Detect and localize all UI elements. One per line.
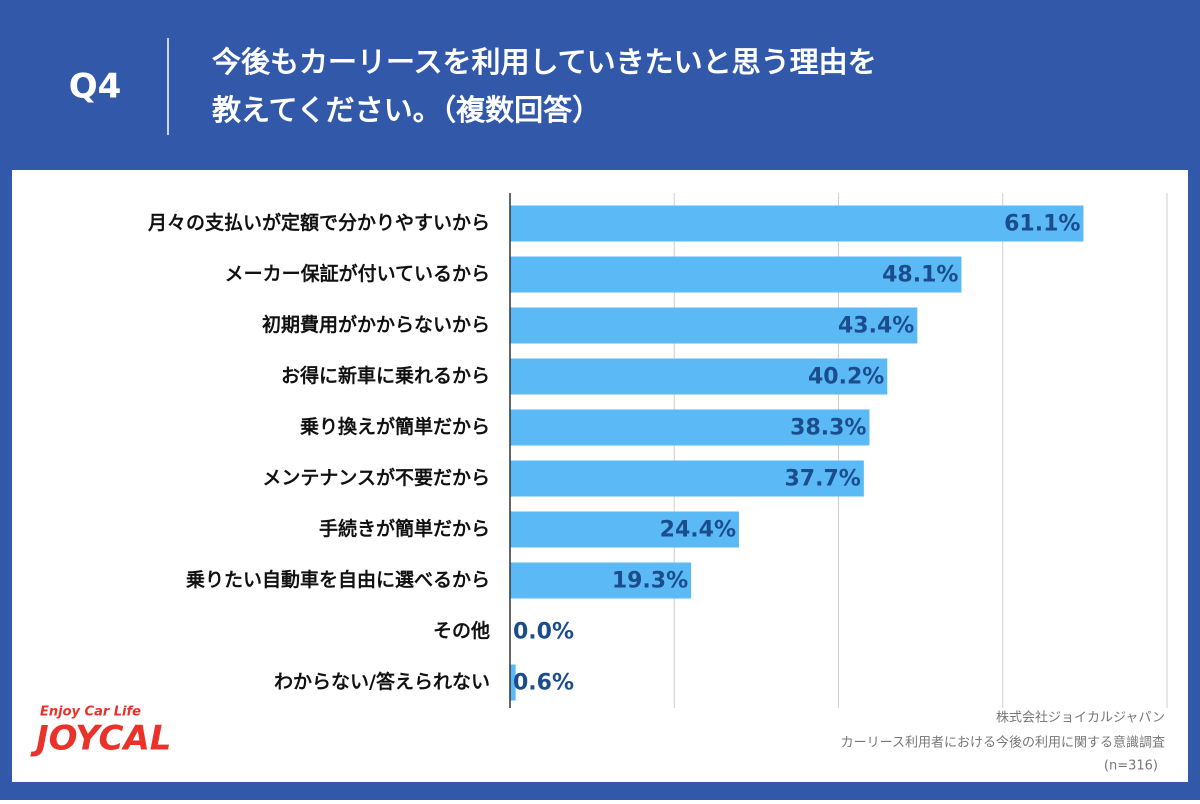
- chart-title: 今後もカーリースを利用していきたいと思う理由を: [212, 45, 877, 79]
- value-label: 0.6%: [513, 671, 574, 696]
- y-tick-label: 月々の支払いが定額で分かりやすいから: [147, 211, 490, 234]
- y-tick-label: お得に新車に乗れるから: [281, 364, 490, 387]
- value-label: 0.0%: [513, 620, 574, 645]
- y-tick-label: 乗りたい自動車を自由に選べるから: [186, 568, 490, 591]
- y-tick-label: 初期費用がかからないから: [262, 313, 490, 336]
- value-label: 37.7%: [785, 467, 861, 492]
- value-label: 38.3%: [790, 416, 866, 441]
- y-tick-label: その他: [433, 619, 490, 642]
- bar: [510, 307, 918, 344]
- question-label: Q4: [69, 67, 122, 107]
- bar: [510, 664, 516, 701]
- bar: [510, 358, 888, 395]
- value-label: 43.4%: [838, 314, 914, 339]
- value-label: 61.1%: [1004, 212, 1080, 237]
- value-label: 48.1%: [882, 263, 958, 288]
- bar: [510, 460, 864, 497]
- chart-title: 教えてください。（複数回答）: [212, 93, 601, 127]
- logo-name: JOYCAL: [30, 719, 171, 759]
- bar: [510, 562, 692, 599]
- y-tick-label: 手続きが簡単だから: [319, 517, 490, 540]
- footer-text: 株式会社ジョイカルジャパン: [996, 710, 1165, 726]
- y-tick-label: 乗り換えが簡単だから: [300, 415, 490, 438]
- bar: [510, 511, 740, 548]
- bar: [510, 205, 1084, 242]
- value-label: 24.4%: [660, 518, 736, 543]
- logo-tagline: Enjoy Car Life: [40, 705, 141, 720]
- y-tick-label: メーカー保証が付いているから: [225, 262, 490, 285]
- bar: [510, 409, 870, 446]
- y-tick-label: メンテナンスが不要だから: [262, 466, 490, 489]
- footer-text: (n=316): [1104, 759, 1158, 774]
- value-label: 40.2%: [808, 365, 884, 390]
- footer-text: カーリース利用者における今後の利用に関する意識調査: [841, 735, 1165, 751]
- bar: [510, 256, 962, 293]
- value-label: 19.3%: [612, 569, 688, 594]
- y-tick-label: わからない/答えられない: [274, 670, 490, 693]
